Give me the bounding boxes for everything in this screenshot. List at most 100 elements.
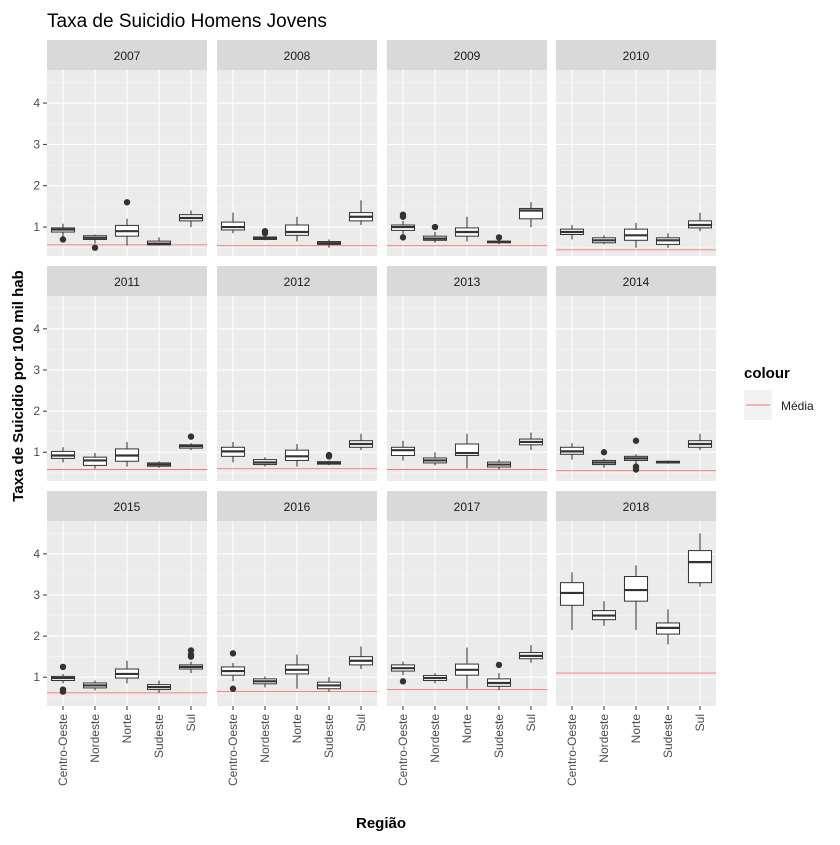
box-Centro-Oeste bbox=[220, 650, 246, 692]
box-Sul bbox=[178, 210, 204, 228]
box-Norte bbox=[284, 654, 310, 689]
box-body bbox=[390, 446, 416, 457]
outlier-point bbox=[229, 685, 237, 692]
x-tick-label: Sudeste bbox=[322, 714, 336, 758]
facet-panel-2009: 2009 bbox=[387, 40, 547, 256]
outlier-point bbox=[59, 236, 67, 243]
box-Sul bbox=[687, 433, 713, 451]
facet-strip-label: 2018 bbox=[623, 500, 650, 514]
facet-strip bbox=[556, 266, 716, 296]
box-Sul bbox=[178, 433, 204, 451]
outlier-point bbox=[59, 663, 67, 671]
facet-panel-2018: 2018 Centro-Oeste Nordeste Norte Sudeste Sul bbox=[556, 491, 716, 786]
box-Nordeste bbox=[252, 228, 278, 241]
outlier-point bbox=[495, 234, 503, 241]
box-Nordeste bbox=[422, 452, 448, 466]
y-tick-label: 2 bbox=[33, 179, 40, 193]
facet-strip bbox=[217, 491, 377, 521]
box-Norte bbox=[454, 433, 480, 469]
box-Norte bbox=[623, 222, 649, 248]
y-tick-label: 2 bbox=[33, 404, 40, 418]
x-tick-label: Centro-Oeste bbox=[56, 714, 70, 786]
y-axis-title: Taxa de Suicidio por 100 mil hab bbox=[10, 270, 27, 501]
outlier-point bbox=[123, 199, 131, 206]
x-tick-label: Centro-Oeste bbox=[396, 714, 410, 786]
box-Nordeste bbox=[82, 680, 108, 691]
outlier-point bbox=[187, 653, 195, 660]
box-Sudeste bbox=[486, 234, 512, 245]
box-Sudeste bbox=[146, 680, 172, 693]
y-tick-label: 1 bbox=[33, 220, 40, 234]
box-Sul bbox=[348, 200, 374, 225]
legend-title: colour bbox=[744, 365, 790, 382]
box-Sudeste bbox=[486, 459, 512, 470]
box-Sudeste bbox=[655, 233, 681, 248]
facet-strip bbox=[387, 491, 547, 521]
x-tick-label: Sul bbox=[693, 714, 707, 731]
outlier-point bbox=[261, 228, 269, 235]
box-Norte bbox=[623, 437, 649, 473]
facet-strip bbox=[387, 266, 547, 296]
box-Nordeste bbox=[252, 457, 278, 467]
x-tick-label: Sudeste bbox=[152, 714, 166, 758]
facet-strip bbox=[217, 40, 377, 70]
box-Norte bbox=[284, 216, 310, 242]
facet-panel-2014: 2014 bbox=[556, 266, 716, 481]
legend: colour Média bbox=[744, 365, 814, 420]
outlier-point bbox=[91, 244, 99, 251]
box-Sul bbox=[348, 433, 374, 451]
box-Nordeste bbox=[422, 673, 448, 684]
box-Sudeste bbox=[655, 609, 681, 645]
box-Sudeste bbox=[655, 460, 681, 464]
outlier-point bbox=[495, 661, 503, 669]
box-Norte bbox=[454, 216, 480, 242]
y-tick-label: 3 bbox=[33, 137, 40, 151]
box-Centro-Oeste bbox=[50, 223, 76, 243]
facet-strip-label: 2011 bbox=[114, 275, 140, 289]
box-Sul bbox=[178, 647, 204, 674]
x-tick-label: Nordeste bbox=[597, 714, 611, 763]
box-Centro-Oeste bbox=[390, 661, 416, 685]
chart-title: Taxa de Suicidio Homens Jovens bbox=[47, 11, 327, 32]
outlier-point bbox=[229, 650, 237, 657]
x-tick-label: Centro-Oeste bbox=[565, 714, 579, 786]
outlier-point bbox=[600, 449, 608, 456]
facet-strip-label: 2007 bbox=[114, 49, 141, 63]
facet-panel-2008: 2008 bbox=[217, 40, 377, 256]
y-tick-label: 4 bbox=[33, 96, 40, 110]
facet-panel-2017: 2017 Centro-Oeste Nordeste Norte Sudeste Sul bbox=[387, 491, 547, 786]
y-tick-label: 4 bbox=[33, 547, 40, 561]
outlier-point bbox=[399, 234, 407, 241]
facet-strip bbox=[556, 40, 716, 70]
facet-strip-label: 2014 bbox=[623, 275, 650, 289]
box-Sudeste bbox=[316, 677, 342, 692]
box-body bbox=[454, 443, 480, 457]
box-Centro-Oeste bbox=[220, 212, 246, 234]
box-Centro-Oeste bbox=[559, 572, 585, 630]
facet-strip-label: 2016 bbox=[284, 500, 311, 514]
box-Norte bbox=[114, 199, 140, 246]
box-body bbox=[687, 550, 713, 584]
x-tick-label: Sul bbox=[354, 714, 368, 731]
outlier-point bbox=[431, 223, 439, 231]
y-tick-label: 3 bbox=[33, 588, 40, 602]
box-Centro-Oeste bbox=[390, 211, 416, 241]
facet-panel-2015: 2015 1 2 3 4 Centro-Oeste Nordeste Norte Sudeste… bbox=[33, 491, 207, 786]
box-Sul bbox=[518, 645, 544, 663]
facet-panel-2016: 2016 Centro-Oeste Nordeste Norte Sudeste Sul bbox=[217, 491, 377, 786]
y-tick-label: 3 bbox=[33, 363, 40, 377]
x-tick-label: Norte bbox=[629, 714, 643, 744]
box-body bbox=[284, 224, 310, 236]
facet-strip bbox=[47, 491, 207, 521]
box-Norte bbox=[623, 565, 649, 630]
box-Sul bbox=[687, 212, 713, 232]
facet-strip bbox=[47, 40, 207, 70]
box-Sul bbox=[518, 202, 544, 228]
x-axis-title: Região bbox=[356, 815, 406, 832]
facet-strip-label: 2009 bbox=[454, 49, 481, 63]
outlier-point bbox=[632, 437, 640, 444]
y-tick-label: 1 bbox=[33, 670, 40, 684]
box-Centro-Oeste bbox=[50, 447, 76, 463]
box-Centro-Oeste bbox=[50, 663, 76, 695]
